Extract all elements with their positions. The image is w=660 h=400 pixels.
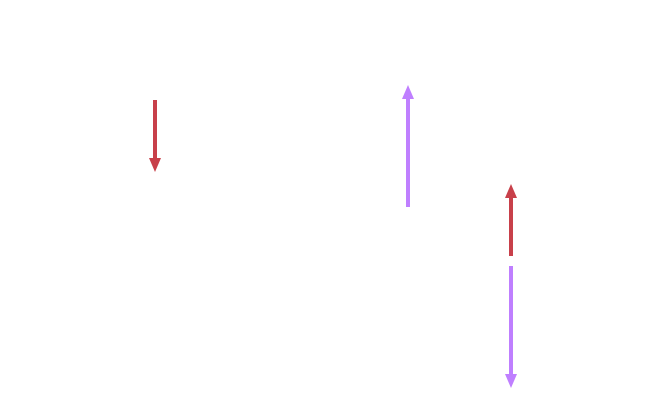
arrow-3-arrowhead	[505, 184, 517, 198]
arrow-4-down-arrow	[505, 266, 517, 388]
arrow-2-arrowhead	[402, 85, 414, 99]
arrow-1-down-arrow	[149, 100, 161, 172]
arrow-1-arrowhead	[149, 158, 161, 172]
arrow-2-up-arrow	[402, 85, 414, 207]
arrow-3-up-arrow	[505, 184, 517, 256]
arrow-4-arrowhead	[505, 374, 517, 388]
